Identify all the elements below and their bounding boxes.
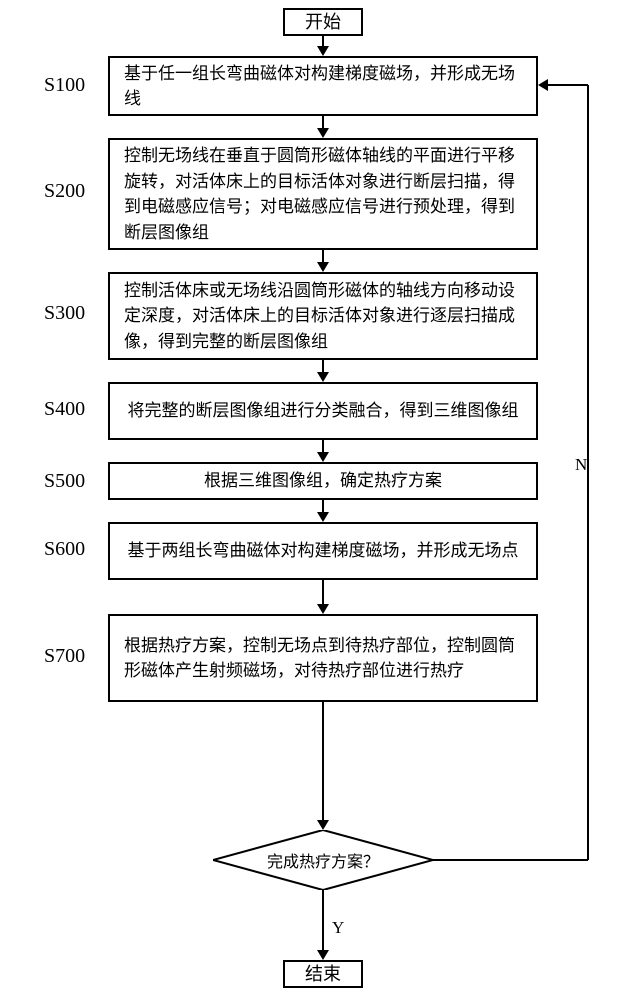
step-text: 根据热疗方案，控制无场点到待热疗部位，控制圆筒形磁体产生射频磁场，对待热疗部位进… <box>124 633 522 684</box>
arrow-head-icon <box>317 128 329 138</box>
arrow-line <box>322 890 324 951</box>
step-text: 基于任一组长弯曲磁体对构建梯度磁场，并形成无场线 <box>124 61 522 112</box>
end-label: 结束 <box>305 961 341 988</box>
step-label-S700: S700 <box>44 645 85 668</box>
loop-line <box>547 84 588 86</box>
arrow-head-icon <box>317 512 329 522</box>
step-box-S100: 基于任一组长弯曲磁体对构建梯度磁场，并形成无场线 <box>108 56 538 116</box>
step-box-S500: 根据三维图像组，确定热疗方案 <box>108 462 538 500</box>
step-text: 控制活体床或无场线沿圆筒形磁体的轴线方向移动设定深度，对活体床上的目标活体对象进… <box>124 278 522 355</box>
arrow-head-icon <box>317 452 329 462</box>
start-box: 开始 <box>283 8 363 36</box>
yes-label: Y <box>332 918 344 938</box>
step-text: 根据三维图像组，确定热疗方案 <box>204 468 442 494</box>
arrow-line <box>322 580 324 605</box>
arrow-head-icon <box>317 262 329 272</box>
arrow-line <box>322 702 324 821</box>
step-label-S300: S300 <box>44 302 85 325</box>
step-label-S500: S500 <box>44 470 85 493</box>
arrow-head-icon <box>317 820 329 830</box>
step-box-S300: 控制活体床或无场线沿圆筒形磁体的轴线方向移动设定深度，对活体床上的目标活体对象进… <box>108 272 538 360</box>
step-box-S200: 控制无场线在垂直于圆筒形磁体轴线的平面进行平移旋转，对活体床上的目标活体对象进行… <box>108 138 538 250</box>
step-box-S400: 将完整的断层图像组进行分类融合，得到三维图像组 <box>108 382 538 440</box>
step-label-S200: S200 <box>44 180 85 203</box>
arrow-head-icon <box>317 950 329 960</box>
decision-diamond: 完成热疗方案？ <box>213 830 433 890</box>
loop-line <box>587 85 589 860</box>
step-box-S700: 根据热疗方案，控制无场点到待热疗部位，控制圆筒形磁体产生射频磁场，对待热疗部位进… <box>108 614 538 702</box>
no-label: N <box>575 455 587 475</box>
arrow-head-icon <box>538 79 548 91</box>
step-label-S100: S100 <box>44 74 85 97</box>
step-box-S600: 基于两组长弯曲磁体对构建梯度磁场，并形成无场点 <box>108 522 538 580</box>
loop-line <box>433 859 588 861</box>
step-text: 基于两组长弯曲磁体对构建梯度磁场，并形成无场点 <box>128 538 519 564</box>
step-text: 控制无场线在垂直于圆筒形磁体轴线的平面进行平移旋转，对活体床上的目标活体对象进行… <box>124 143 522 245</box>
end-box: 结束 <box>283 960 363 988</box>
arrow-head-icon <box>317 372 329 382</box>
start-label: 开始 <box>305 9 341 36</box>
step-label-S400: S400 <box>44 398 85 421</box>
decision-text: 完成热疗方案？ <box>267 848 379 872</box>
arrow-head-icon <box>317 604 329 614</box>
arrow-head-icon <box>317 46 329 56</box>
step-label-S600: S600 <box>44 538 85 561</box>
step-text: 将完整的断层图像组进行分类融合，得到三维图像组 <box>128 398 519 424</box>
